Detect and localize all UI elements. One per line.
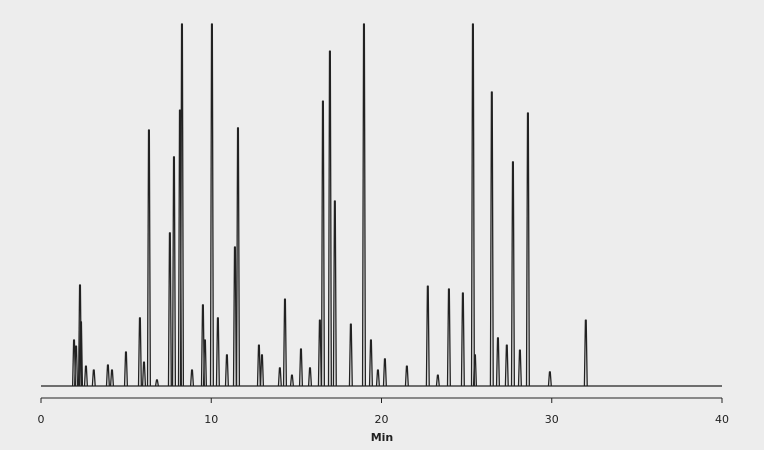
peak [289,374,294,387]
peak [525,112,530,387]
peak [91,369,96,387]
peak [470,23,475,387]
peak [320,100,325,387]
x-tick-label: 10 [204,413,218,426]
peak [472,354,478,387]
peak [232,246,237,387]
x-tick-label: 40 [715,413,729,426]
peak [404,365,409,387]
peak [83,365,88,387]
peak [348,323,353,387]
peak [215,317,220,387]
peak [259,354,265,387]
peak [209,23,214,387]
peak [332,200,337,387]
peak [123,351,129,387]
peak [446,288,451,387]
peak [202,339,208,387]
peak [256,344,261,387]
peak [154,379,159,387]
peak [171,156,177,387]
peak [189,369,195,387]
peak [141,361,147,387]
peak [282,298,288,387]
peak [137,317,142,387]
peak [361,23,367,387]
peak [425,285,430,387]
peak [146,129,151,387]
peak [298,348,304,387]
x-tick-label: 0 [38,413,45,426]
peak [277,367,282,387]
peak [510,161,515,387]
peak [327,50,332,387]
peak [78,321,84,387]
peak [435,374,440,387]
peak [109,369,115,387]
x-tick-label: 30 [545,413,559,426]
peak [489,91,494,387]
peak [179,23,185,387]
peak [235,127,241,387]
peak [74,345,79,387]
peak [317,319,322,387]
x-axis-label: Min [371,431,394,444]
peak [504,344,509,387]
peak [495,337,501,387]
peak [307,367,313,387]
peak [583,319,588,387]
peak [460,292,465,387]
peak [517,349,522,387]
x-tick-label: 20 [375,413,389,426]
peak [375,369,380,387]
peak [224,354,229,387]
peak [368,339,373,387]
peak [105,364,110,387]
peak [167,232,172,387]
peak [382,358,387,387]
peak [547,371,552,387]
